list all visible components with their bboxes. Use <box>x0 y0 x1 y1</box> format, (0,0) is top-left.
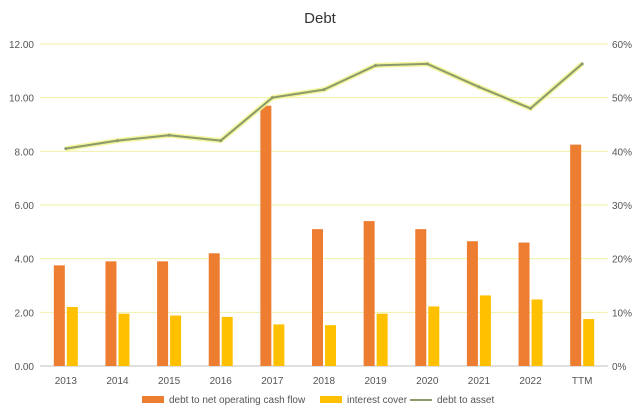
bar-debt-to-net-operating-cash-flow <box>363 221 375 366</box>
bar-debt-to-net-operating-cash-flow <box>157 261 169 366</box>
legend: debt to net operating cash flow interest … <box>142 395 494 406</box>
bar-interest-cover <box>118 313 130 366</box>
x-tick-label: 2017 <box>261 376 284 387</box>
y-right-tick-label: 10% <box>612 308 632 319</box>
x-tick-label: 2022 <box>519 376 542 387</box>
y-left-tick-label: 4.00 <box>15 255 35 266</box>
bar-debt-to-net-operating-cash-flow <box>260 105 272 366</box>
bar-interest-cover <box>66 306 78 366</box>
y-right-tick-label: 20% <box>612 255 632 266</box>
x-tick-label: 2021 <box>468 376 491 387</box>
bar-debt-to-net-operating-cash-flow <box>466 241 478 366</box>
y-left-tick-label: 0.00 <box>15 362 35 373</box>
bar-interest-cover <box>583 319 595 366</box>
legend-swatch <box>320 396 342 403</box>
point-debt-to-asset <box>115 139 119 143</box>
x-tick-label: 2018 <box>313 376 336 387</box>
x-tick-label: 2019 <box>365 376 388 387</box>
point-debt-to-asset <box>219 139 223 143</box>
bar-interest-cover <box>325 325 336 366</box>
x-tick-label: 2015 <box>158 376 181 387</box>
point-debt-to-asset <box>322 88 326 92</box>
bar-debt-to-net-operating-cash-flow <box>105 261 117 366</box>
x-tick-label: 2020 <box>416 376 439 387</box>
x-tick-label: 2016 <box>210 376 233 387</box>
y-left-tick-label: 10.00 <box>9 94 34 105</box>
bar-debt-to-net-operating-cash-flow <box>208 253 220 366</box>
bar-debt-to-net-operating-cash-flow <box>415 229 427 366</box>
bar-interest-cover <box>273 324 285 366</box>
y-right-tick-label: 0% <box>612 362 627 373</box>
x-tick-label: 2014 <box>106 376 129 387</box>
bar-debt-to-net-operating-cash-flow <box>518 242 530 366</box>
legend-label: debt to net operating cash flow <box>169 395 306 406</box>
y-right-tick-label: 30% <box>612 201 632 212</box>
point-debt-to-asset <box>477 85 481 89</box>
bar-interest-cover <box>170 315 182 366</box>
y-right-tick-label: 60% <box>612 40 632 51</box>
point-debt-to-asset <box>580 62 584 66</box>
y-right-tick-label: 50% <box>612 94 632 105</box>
bar-interest-cover <box>428 306 440 366</box>
point-debt-to-asset <box>167 133 171 137</box>
bar-debt-to-net-operating-cash-flow <box>312 229 323 366</box>
bars <box>53 105 595 366</box>
legend-label: interest cover <box>347 395 408 406</box>
chart-title: Debt <box>304 10 337 27</box>
x-tick-label: 2013 <box>55 376 78 387</box>
y-right-tick-label: 40% <box>612 147 632 158</box>
point-debt-to-asset <box>64 147 68 151</box>
bar-debt-to-net-operating-cash-flow <box>570 144 582 366</box>
y-left-tick-label: 12.00 <box>9 40 34 51</box>
bar-interest-cover <box>531 299 543 366</box>
gridlines <box>40 43 608 367</box>
bar-interest-cover <box>479 295 491 366</box>
bar-interest-cover <box>221 316 233 366</box>
line-series <box>64 61 584 152</box>
y-left-tick-label: 2.00 <box>15 308 35 319</box>
legend-swatch <box>142 396 164 403</box>
bar-interest-cover <box>376 313 388 366</box>
x-tick-label: TTM <box>572 376 593 387</box>
y-left-tick-label: 6.00 <box>15 201 35 212</box>
point-debt-to-asset <box>529 106 533 110</box>
point-debt-to-asset <box>270 96 274 100</box>
bar-debt-to-net-operating-cash-flow <box>53 265 65 366</box>
axes: 0.00 2.00 4.00 6.00 8.00 10.00 12.00 0% 10% 20% 30… <box>9 40 632 387</box>
point-debt-to-asset <box>374 63 378 67</box>
legend-label: debt to asset <box>437 395 494 406</box>
y-left-tick-label: 8.00 <box>15 147 35 158</box>
point-debt-to-asset <box>425 62 429 66</box>
